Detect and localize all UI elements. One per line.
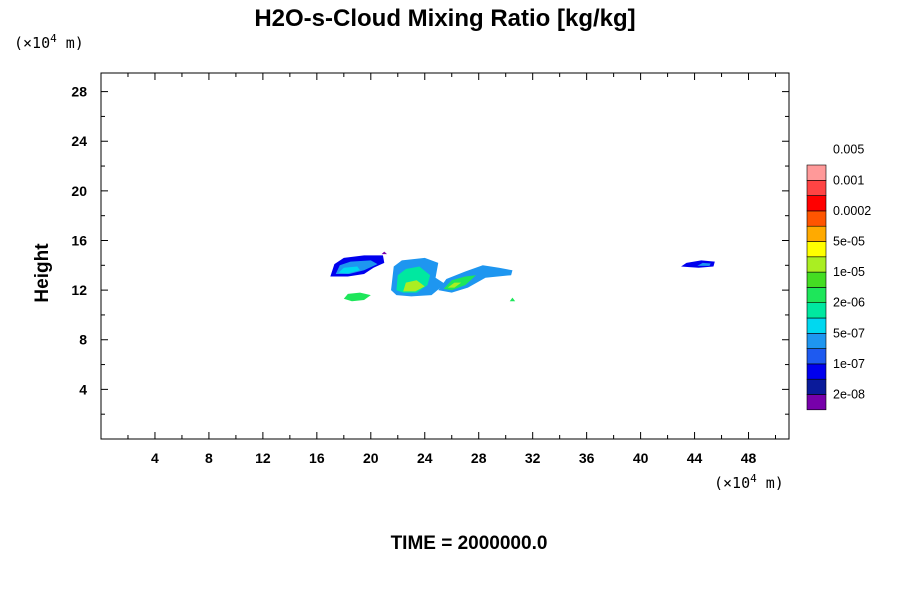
colorbar-swatch bbox=[806, 302, 827, 319]
cloud-lower-band bbox=[343, 292, 371, 302]
colorbar-label: 0.0002 bbox=[833, 204, 871, 218]
x-tick-label: 28 bbox=[471, 450, 487, 466]
colorbar-label: 2e-08 bbox=[833, 388, 865, 402]
colorbar-swatch bbox=[806, 287, 827, 303]
y-tick-label: 20 bbox=[71, 183, 87, 199]
colorbar-swatch bbox=[806, 225, 827, 242]
colorbar-label: 1e-05 bbox=[833, 265, 865, 279]
x-scale-label-prefix: (×10 bbox=[714, 474, 750, 492]
x-tick-label: 40 bbox=[633, 450, 649, 466]
colorbar-swatch bbox=[806, 378, 827, 395]
y-tick-label: 16 bbox=[71, 232, 87, 248]
chart-title: H2O-s-Cloud Mixing Ratio [kg/kg] bbox=[254, 5, 635, 32]
cloud-right-core bbox=[447, 282, 462, 288]
plot-frame bbox=[100, 72, 790, 440]
colorbar-label: 0.005 bbox=[833, 143, 864, 157]
colorbar-swatch bbox=[806, 348, 827, 365]
y-scale-label-suffix: m) bbox=[57, 34, 84, 52]
colorbar-swatch bbox=[806, 241, 827, 258]
y-tick-label: 24 bbox=[71, 133, 87, 149]
x-tick-label: 16 bbox=[309, 450, 325, 466]
x-axis-ticks: 4 8 12 16 20 24 28 32 36 40 44 48 bbox=[127, 73, 777, 466]
y-scale-label-exponent: 4 bbox=[50, 32, 57, 45]
y-scale-label-prefix: (×10 bbox=[14, 34, 50, 52]
x-axis-scale-label: (×104 m) bbox=[714, 472, 784, 492]
y-axis-ticks: 4 8 12 16 20 24 28 bbox=[71, 84, 789, 415]
colorbar-swatch bbox=[806, 195, 827, 212]
colorbar-swatch bbox=[806, 180, 827, 196]
cloud-center-core bbox=[403, 280, 425, 292]
cloud-far-right-inner bbox=[697, 262, 711, 266]
x-tick-label: 4 bbox=[151, 450, 159, 466]
colorbar-label: 5e-05 bbox=[833, 235, 865, 249]
x-tick-label: 32 bbox=[525, 450, 541, 466]
x-tick-label: 36 bbox=[579, 450, 595, 466]
cloud-field bbox=[330, 251, 715, 302]
cloud-left-core bbox=[338, 266, 361, 274]
colorbar-swatch bbox=[806, 256, 827, 273]
colorbar-swatch bbox=[806, 271, 827, 288]
x-tick-label: 12 bbox=[255, 450, 271, 466]
x-tick-label: 8 bbox=[205, 450, 213, 466]
y-tick-label: 4 bbox=[79, 381, 87, 397]
colorbar-label: 1e-07 bbox=[833, 357, 865, 371]
colorbar-label: 5e-07 bbox=[833, 326, 865, 340]
colorbar-swatch bbox=[806, 363, 827, 380]
x-tick-label: 44 bbox=[687, 450, 703, 466]
colorbar-swatch bbox=[806, 210, 827, 227]
time-footer: TIME = 2000000.0 bbox=[391, 533, 548, 554]
cloud-dot bbox=[509, 297, 516, 302]
x-scale-label-exponent: 4 bbox=[750, 472, 757, 485]
colorbar-swatch bbox=[806, 394, 827, 411]
x-tick-label: 48 bbox=[741, 450, 757, 466]
y-tick-label: 28 bbox=[71, 84, 87, 100]
y-axis-scale-label: (×104 m) bbox=[14, 32, 84, 52]
y-tick-label: 8 bbox=[79, 332, 87, 348]
cloud-dot bbox=[381, 251, 387, 255]
colorbar-swatch bbox=[806, 164, 827, 181]
x-tick-label: 24 bbox=[417, 450, 433, 466]
colorbar: 2e-08 1e-07 5e-07 2e-06 1e-05 5e-05 0.0002 0.00… bbox=[806, 143, 871, 411]
colorbar-label: 0.001 bbox=[833, 173, 864, 187]
y-tick-label: 12 bbox=[71, 282, 87, 298]
colorbar-swatch bbox=[806, 317, 827, 334]
x-tick-label: 20 bbox=[363, 450, 379, 466]
colorbar-label: 2e-06 bbox=[833, 296, 865, 310]
x-scale-label-suffix: m) bbox=[757, 474, 784, 492]
colorbar-swatch bbox=[806, 332, 827, 349]
y-axis-label: Height bbox=[32, 243, 53, 303]
